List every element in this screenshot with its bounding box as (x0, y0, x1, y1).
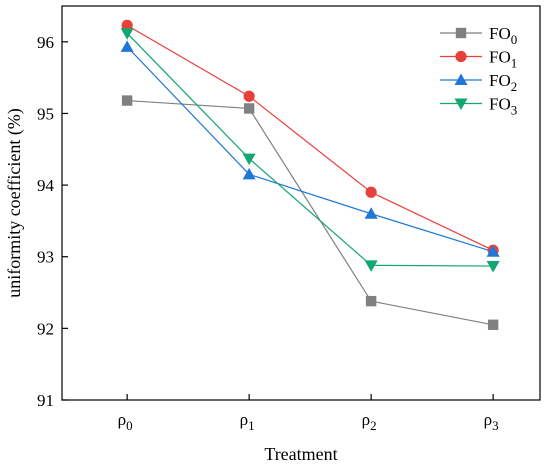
legend-marker (454, 98, 468, 110)
series-fo3 (120, 28, 500, 273)
series-line (126, 46, 494, 253)
y-tick-label: 95 (37, 104, 54, 123)
x-axis: ρ0 ρ1 ρ2 ρ3 (118, 394, 499, 433)
y-tick-label: 93 (37, 248, 54, 267)
series-line (126, 32, 494, 267)
data-point (120, 40, 134, 52)
x-tick-label: ρ3 (484, 410, 499, 433)
data-point (364, 207, 378, 219)
x-tick-label: ρ0 (118, 410, 133, 433)
legend-label: FO0 (489, 24, 517, 47)
legend-item: FO0 (440, 24, 517, 47)
data-point (243, 90, 255, 102)
data-point (243, 103, 255, 114)
legend-marker (455, 27, 467, 39)
data-point (487, 319, 499, 330)
y-tick-label: 91 (37, 391, 54, 410)
data-point (365, 186, 377, 198)
legend-label: FO1 (489, 48, 517, 71)
y-axis-title: uniformity coefficient (%) (4, 108, 25, 298)
data-point (242, 153, 256, 166)
series-line (126, 24, 494, 251)
plot-area (61, 5, 541, 401)
data-point (364, 260, 378, 272)
y-tick-label: 96 (37, 33, 54, 52)
data-point (242, 167, 256, 180)
series-fo2 (120, 40, 500, 257)
data-point (121, 95, 133, 106)
legend-item: FO2 (440, 71, 517, 94)
x-tick-label: ρ1 (240, 410, 255, 433)
legend-item: FO1 (440, 48, 517, 71)
legend-marker (454, 73, 468, 85)
y-axis: 91 92 93 94 95 96 (37, 33, 68, 410)
data-point (121, 19, 133, 31)
y-tick-label: 94 (37, 176, 55, 195)
legend-item: FO3 (440, 95, 517, 118)
y-tick-label: 92 (37, 319, 54, 338)
x-axis-title: Treatment (264, 444, 337, 464)
plot-frame (61, 5, 541, 401)
x-tick-label: ρ2 (362, 410, 377, 433)
data-point (365, 295, 377, 307)
series-layer (120, 19, 500, 330)
legend-label: FO2 (489, 71, 517, 94)
legend-label: FO3 (489, 95, 517, 118)
series-fo0 (121, 95, 499, 330)
data-point (486, 245, 500, 257)
series-fo1 (121, 19, 499, 256)
data-point (120, 28, 134, 40)
legend-marker (455, 50, 467, 63)
data-point (486, 261, 500, 273)
series-line (127, 99, 494, 326)
